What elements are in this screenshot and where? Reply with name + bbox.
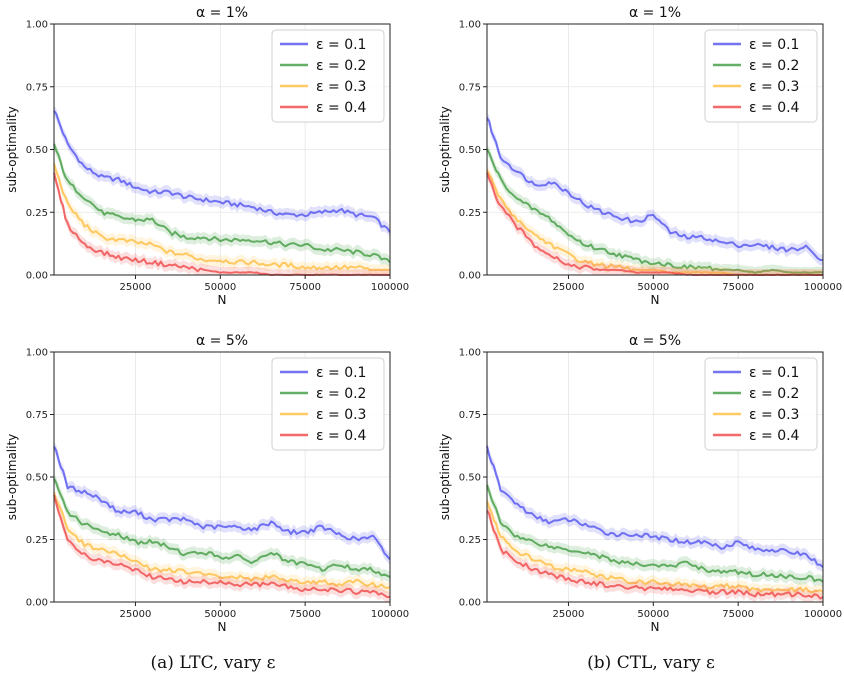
x-tick-label: 75000: [289, 282, 321, 293]
series-line: [53, 446, 391, 561]
series-line: [486, 484, 824, 583]
x-tick-label: 75000: [289, 609, 321, 620]
series-line: [53, 492, 391, 590]
y-tick-label: 0.75: [459, 410, 481, 421]
legend-box: [271, 29, 385, 123]
legend-entry: ε = 0.1: [749, 37, 799, 53]
series-line: [486, 148, 824, 274]
x-axis-label: N: [651, 293, 660, 307]
chart-panel: 0.00 0.25 0.50 0.75 1.00 25000 50000 75000 10000…: [5, 333, 409, 634]
caption-left: (a) LTC, vary ε: [151, 653, 276, 673]
panel-title: α = 1%: [196, 5, 248, 21]
x-tick-label: 100000: [371, 282, 409, 293]
legend-box: [271, 357, 385, 451]
legend-entry: ε = 0.3: [749, 407, 799, 423]
y-tick-label: 0.00: [26, 598, 48, 609]
x-tick-label: 75000: [722, 282, 754, 293]
y-tick-label: 0.50: [26, 145, 48, 156]
series-line: [53, 110, 391, 233]
series-band: [487, 440, 823, 573]
x-tick-label: 100000: [371, 609, 409, 620]
y-tick-label: 0.75: [459, 82, 481, 93]
chart-panels: 0.00 0.25 0.50 0.75 1.00 25000 50000 75000 10000…: [5, 5, 842, 634]
series-band: [54, 138, 390, 268]
x-tick-label: 100000: [804, 609, 842, 620]
legend-box: [704, 29, 818, 123]
panel-title: α = 5%: [629, 333, 681, 349]
legend-entry: ε = 0.1: [749, 365, 799, 381]
x-tick-label: 25000: [120, 609, 152, 620]
y-tick-label: 0.00: [459, 598, 481, 609]
y-tick-label: 0.50: [459, 473, 481, 484]
series-band: [54, 158, 390, 275]
series-line: [53, 494, 391, 599]
legend-entry: ε = 0.2: [316, 386, 366, 402]
y-tick-label: 1.00: [459, 348, 481, 359]
y-axis-label: sub-optimality: [5, 106, 19, 193]
y-tick-label: 1.00: [26, 348, 48, 359]
x-tick-label: 50000: [204, 609, 236, 620]
y-tick-label: 0.25: [459, 208, 481, 219]
panel-title: α = 1%: [629, 5, 681, 21]
chart-panel: 0.00 0.25 0.50 0.75 1.00 25000 50000 75000 10000…: [438, 333, 842, 634]
legend-entry: ε = 0.4: [749, 428, 800, 444]
series-band: [54, 487, 390, 594]
y-tick-label: 0.50: [459, 145, 481, 156]
legend-entry: ε = 0.2: [749, 58, 799, 74]
legend-entry: ε = 0.1: [316, 37, 366, 53]
y-tick-label: 0.00: [459, 271, 481, 282]
legend-entry: ε = 0.2: [316, 58, 366, 74]
series-band: [487, 495, 823, 598]
caption-right: (b) CTL, vary ε: [587, 653, 715, 673]
series-line: [53, 143, 391, 264]
legend-box: [704, 357, 818, 451]
y-tick-label: 0.75: [26, 410, 48, 421]
series-line: [486, 500, 824, 594]
legend-entry: ε = 0.3: [749, 79, 799, 95]
y-tick-label: 0.75: [26, 82, 48, 93]
x-tick-label: 50000: [204, 282, 236, 293]
legend-entry: ε = 0.3: [316, 407, 366, 423]
y-tick-label: 0.25: [26, 535, 48, 546]
y-tick-label: 1.00: [459, 20, 481, 31]
x-tick-label: 50000: [637, 282, 669, 293]
y-tick-label: 0.25: [26, 208, 48, 219]
x-axis-label: N: [218, 620, 227, 634]
legend-entry: ε = 0.1: [316, 365, 366, 381]
x-tick-label: 75000: [722, 609, 754, 620]
legend-entry: ε = 0.2: [749, 386, 799, 402]
series-band: [487, 504, 823, 602]
y-tick-label: 0.00: [26, 271, 48, 282]
legend-entry: ε = 0.4: [316, 100, 367, 116]
x-tick-label: 25000: [120, 282, 152, 293]
series-band: [54, 489, 390, 602]
panel-title: α = 5%: [196, 333, 248, 349]
y-tick-label: 0.25: [459, 535, 481, 546]
x-axis-label: N: [218, 293, 227, 307]
chart-panel: 0.00 0.25 0.50 0.75 1.00 25000 50000 75000 10000…: [5, 5, 409, 307]
legend-entry: ε = 0.4: [749, 100, 800, 116]
x-tick-label: 50000: [637, 609, 669, 620]
series-line: [486, 446, 824, 568]
y-tick-label: 1.00: [26, 20, 48, 31]
series-line: [53, 478, 391, 578]
x-tick-label: 100000: [804, 282, 842, 293]
series-band: [54, 473, 390, 583]
series-line: [53, 163, 391, 272]
series-band: [54, 441, 390, 565]
series-line: [486, 509, 824, 600]
chart-panel: 0.00 0.25 0.50 0.75 1.00 25000 50000 75000 10000…: [438, 5, 842, 307]
y-axis-label: sub-optimality: [5, 434, 19, 521]
series-line: [486, 117, 824, 261]
y-tick-label: 0.50: [26, 473, 48, 484]
legend-entry: ε = 0.4: [316, 428, 367, 444]
x-tick-label: 25000: [553, 609, 585, 620]
x-axis-label: N: [651, 620, 660, 634]
y-axis-label: sub-optimality: [438, 106, 452, 193]
x-tick-label: 25000: [553, 282, 585, 293]
y-axis-label: sub-optimality: [438, 434, 452, 521]
legend-entry: ε = 0.3: [316, 79, 366, 95]
